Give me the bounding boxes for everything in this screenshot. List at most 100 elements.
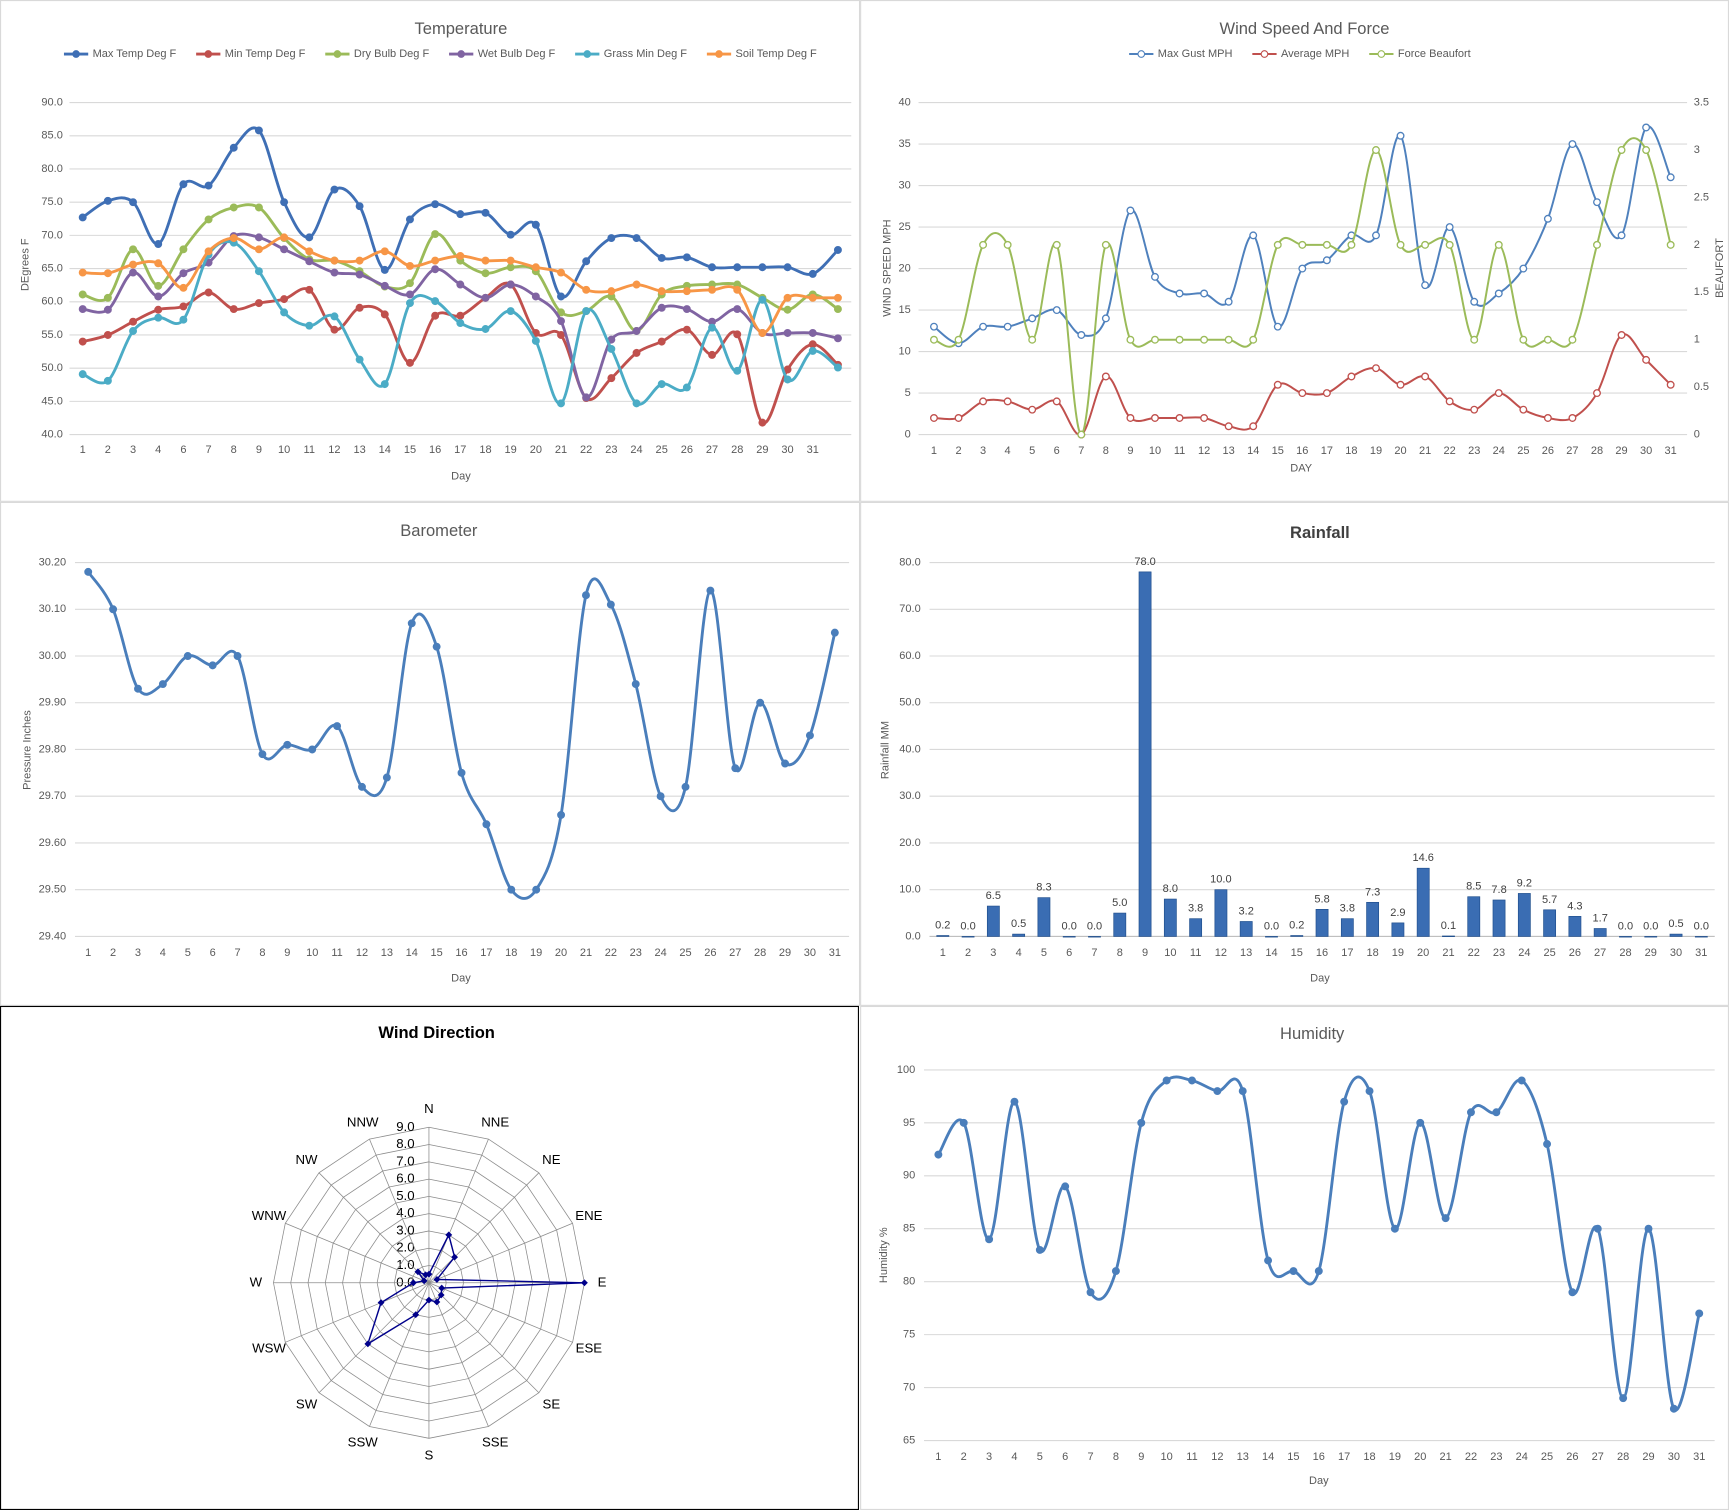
data-point	[254, 245, 263, 254]
x-tick-label: 18	[505, 947, 517, 959]
r-tick-label: 7.0	[396, 1153, 414, 1168]
data-point	[1642, 146, 1651, 154]
x-tick-label: 10	[1149, 445, 1161, 457]
bar	[1619, 936, 1632, 938]
data-point	[1188, 1076, 1196, 1085]
data-point	[657, 253, 666, 262]
y-tick-label: 50.0	[41, 362, 62, 374]
data-point	[1162, 1076, 1171, 1085]
data-point	[682, 287, 691, 296]
data-label: 8.0	[1163, 883, 1178, 895]
data-label: 3.8	[1188, 903, 1203, 915]
data-point	[1492, 1108, 1501, 1117]
data-point	[129, 260, 138, 269]
data-point	[129, 198, 138, 207]
data-point	[1568, 1288, 1577, 1297]
data-point	[607, 344, 616, 353]
data-point	[1126, 414, 1135, 422]
x-tick-label: 2	[110, 947, 116, 959]
x-tick-label: 14	[1262, 1451, 1274, 1463]
x-tick-label: 29	[1615, 445, 1627, 457]
y-tick-label: 85	[903, 1223, 915, 1235]
data-point	[758, 295, 767, 304]
y-tick-label: 75.0	[41, 196, 62, 208]
x-tick-label: 22	[1468, 947, 1480, 959]
x-tick-label: 9	[256, 444, 262, 456]
data-point	[1224, 297, 1233, 306]
data-point	[808, 340, 817, 349]
data-point	[204, 288, 213, 297]
data-point	[607, 234, 616, 243]
bar	[1138, 571, 1152, 937]
y-tick-label: 29.90	[39, 697, 67, 709]
data-point	[1644, 1224, 1653, 1233]
data-point	[979, 240, 988, 249]
data-point	[1340, 1097, 1349, 1106]
y-tick-label: 40.0	[41, 428, 62, 440]
data-label: 3.2	[1239, 905, 1254, 917]
y2-axis-title: BEAUFORT	[1714, 238, 1726, 298]
data-point	[531, 220, 540, 229]
x-tick-label: 23	[1468, 445, 1480, 457]
data-point	[154, 281, 163, 290]
x-tick-label: 27	[1592, 1451, 1604, 1463]
x-tick-label: 26	[1569, 947, 1581, 959]
x-tick-label: 29	[1645, 947, 1657, 959]
data-label: 9.2	[1517, 877, 1532, 889]
data-point	[1421, 281, 1430, 290]
x-tick-label: 31	[1693, 1451, 1705, 1463]
x-tick-label: 7	[206, 444, 212, 456]
data-point	[1543, 214, 1552, 223]
data-point	[1666, 173, 1675, 182]
data-point	[607, 287, 616, 296]
radar-spoke	[428, 1172, 540, 1284]
x-tick-label: 22	[1465, 1451, 1477, 1463]
bar	[1290, 935, 1304, 937]
chart-title: Humidity	[1280, 1024, 1345, 1043]
data-point	[380, 247, 389, 256]
legend-label: Wet Bulb Deg F	[478, 48, 556, 60]
data-point	[254, 203, 263, 212]
data-point	[631, 680, 640, 689]
y-tick-label: 29.60	[39, 837, 67, 849]
data-point	[1543, 414, 1552, 422]
data-point	[456, 311, 465, 320]
data-point	[305, 247, 314, 256]
data-label: 8.3	[1036, 882, 1051, 894]
y-axis-title: Humidity %	[878, 1227, 890, 1283]
data-point	[708, 350, 717, 359]
data-point	[1617, 331, 1626, 339]
x-tick-label: 25	[1543, 947, 1555, 959]
data-point	[229, 143, 238, 152]
radar-spoke	[285, 1282, 430, 1343]
data-point	[929, 414, 938, 422]
data-label: 3.8	[1340, 903, 1355, 915]
data-point	[1298, 389, 1307, 398]
x-tick-label: 15	[1272, 445, 1284, 457]
x-tick-label: 16	[455, 947, 467, 959]
x-tick-label: 1	[80, 444, 86, 456]
data-point	[481, 208, 490, 217]
legend-label: Max Temp Deg F	[93, 48, 177, 60]
r-tick-label: 8.0	[396, 1136, 414, 1151]
data-point	[129, 268, 138, 277]
bar	[1517, 893, 1531, 937]
data-point	[1396, 240, 1405, 249]
data-point	[657, 337, 666, 346]
data-point	[1494, 240, 1503, 249]
data-point	[1445, 240, 1454, 249]
data-point	[204, 247, 213, 256]
data-point	[808, 329, 817, 337]
data-point	[380, 281, 389, 290]
bar	[1239, 921, 1253, 937]
data-point	[656, 792, 665, 801]
x-tick-label: 21	[1442, 947, 1454, 959]
bar	[1189, 918, 1203, 937]
data-point	[1519, 405, 1528, 414]
bar	[1315, 909, 1329, 937]
y-tick-label: 100	[897, 1064, 915, 1076]
data-point	[1543, 1140, 1552, 1148]
x-tick-label: 27	[729, 947, 741, 959]
data-point	[1151, 414, 1159, 422]
data-point	[657, 287, 666, 296]
